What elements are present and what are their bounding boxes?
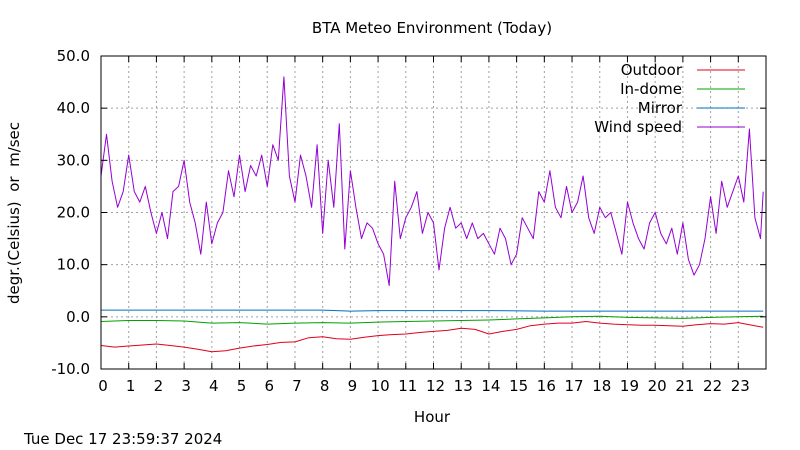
x-tick-label: 14 [481,377,500,395]
x-tick-label: 10 [371,377,390,395]
x-tick-label: 1 [126,377,136,395]
chart-title: BTA Meteo Environment (Today) [312,19,552,37]
x-tick-label: 9 [348,377,358,395]
x-tick-label: 23 [731,377,750,395]
timestamp: Tue Dec 17 23:59:37 2024 [23,430,222,448]
series-line-outdoor [100,321,764,353]
legend-label: Wind speed [594,118,682,136]
y-tick-label: 30.0 [57,151,90,169]
axis-ticks [100,55,766,370]
x-tick-label: 15 [509,377,528,395]
x-tick-label: 6 [264,377,274,395]
x-tick-label: 5 [237,377,247,395]
x-tick-label: 16 [537,377,556,395]
legend-label: In-dome [620,80,682,98]
y-tick-label: 20.0 [57,204,90,222]
series-line-mirror [101,309,764,312]
y-tick-label: 50.0 [57,47,90,65]
x-tick-label: 11 [398,377,417,395]
x-tick-label: 3 [181,377,191,395]
legend-label: Mirror [638,99,683,117]
x-axis-label: Hour [414,408,451,426]
x-tick-label: 7 [292,377,302,395]
legend-label: Outdoor [621,61,683,79]
series-line-in-dome [100,315,764,325]
x-tick-label: 19 [620,377,639,395]
y-tick-label: 0.0 [66,308,90,326]
x-tick-label: 22 [703,377,722,395]
series-lines [100,76,764,353]
x-tick-label: 4 [209,377,219,395]
x-tick-label: 20 [648,377,667,395]
y-axis-label: degr.(Celsius) or m/sec [5,122,23,304]
x-tick-label: 8 [320,377,330,395]
series-line-wind-speed [100,76,764,286]
x-tick-label: 21 [675,377,694,395]
x-tick-label: 12 [426,377,445,395]
x-tick-label: 18 [592,377,611,395]
x-tick-label: 13 [454,377,473,395]
y-tick-label: 10.0 [57,256,90,274]
x-tick-label: 0 [98,377,108,395]
x-tick-label: 2 [154,377,164,395]
y-tick-label: 40.0 [57,99,90,117]
x-tick-labels: 0 1 2 3 4 5 6 7 8 9 10 11 12 13 14 15 16 17 18 19 20 21 22 23 [98,377,750,395]
y-tick-label: -10.0 [51,360,90,378]
y-tick-labels: -10.0 0.0 10.0 20.0 30.0 40.0 50.0 [51,47,90,378]
x-tick-label: 17 [564,377,583,395]
